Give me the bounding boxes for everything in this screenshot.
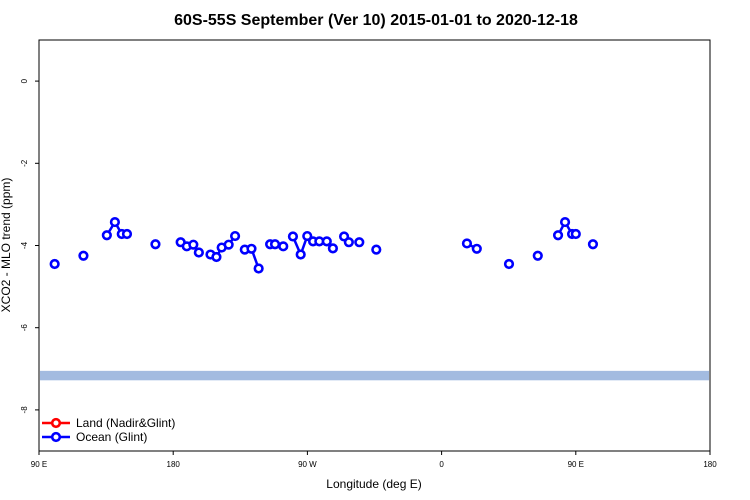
- data-point: [471, 243, 482, 254]
- data-point: [503, 258, 515, 270]
- x-tick-label: 180: [703, 460, 717, 469]
- legend-label: Ocean (Glint): [76, 430, 147, 444]
- data-point: [229, 230, 241, 242]
- legend-marker: [50, 431, 62, 443]
- data-point: [287, 231, 299, 242]
- data-point: [587, 239, 599, 250]
- data-point: [188, 239, 199, 250]
- data-point: [321, 236, 332, 247]
- data-point: [121, 228, 133, 240]
- legend: Land (Nadir&Glint)Ocean (Glint): [42, 416, 175, 444]
- data-point: [109, 216, 120, 228]
- legend-label: Land (Nadir&Glint): [76, 416, 175, 430]
- data-point: [532, 250, 543, 261]
- reference-band: [40, 370, 709, 381]
- data-point: [327, 243, 338, 254]
- data-point: [343, 237, 354, 248]
- y-tick-label: -6: [20, 324, 29, 332]
- data-point: [269, 239, 281, 250]
- y-tick-label: -2: [20, 159, 29, 167]
- y-tick-label: 0: [20, 78, 29, 83]
- x-axis-label: Longitude (deg E): [326, 477, 421, 491]
- data-point: [461, 238, 473, 249]
- data-point: [193, 247, 204, 258]
- data-point: [78, 250, 89, 261]
- x-tick-label: 90 E: [31, 460, 47, 469]
- data-point: [295, 249, 306, 260]
- data-point: [253, 263, 264, 274]
- data-point: [278, 241, 289, 252]
- x-tick-label: 180: [167, 460, 181, 469]
- x-tick-label: 0: [439, 460, 444, 469]
- data-point: [223, 239, 234, 250]
- data-point: [552, 230, 564, 241]
- data-point: [570, 228, 581, 240]
- x-tick-label: 90 W: [298, 460, 317, 469]
- data-point: [101, 230, 112, 241]
- data-point: [211, 251, 222, 263]
- data-point: [246, 243, 257, 254]
- data-point: [559, 216, 571, 228]
- data-point: [302, 230, 313, 242]
- data-point: [354, 237, 365, 248]
- chart-title: 60S-55S September (Ver 10) 2015-01-01 to…: [174, 12, 578, 29]
- data-point: [371, 244, 382, 255]
- data-point: [49, 258, 60, 270]
- data-point: [150, 239, 161, 250]
- legend-marker: [50, 417, 62, 429]
- y-tick-label: -8: [20, 406, 29, 414]
- y-tick-label: -4: [20, 241, 29, 249]
- x-tick-label: 90 E: [568, 460, 584, 469]
- y-axis-label: XCO2 - MLO trend (ppm): [0, 178, 13, 313]
